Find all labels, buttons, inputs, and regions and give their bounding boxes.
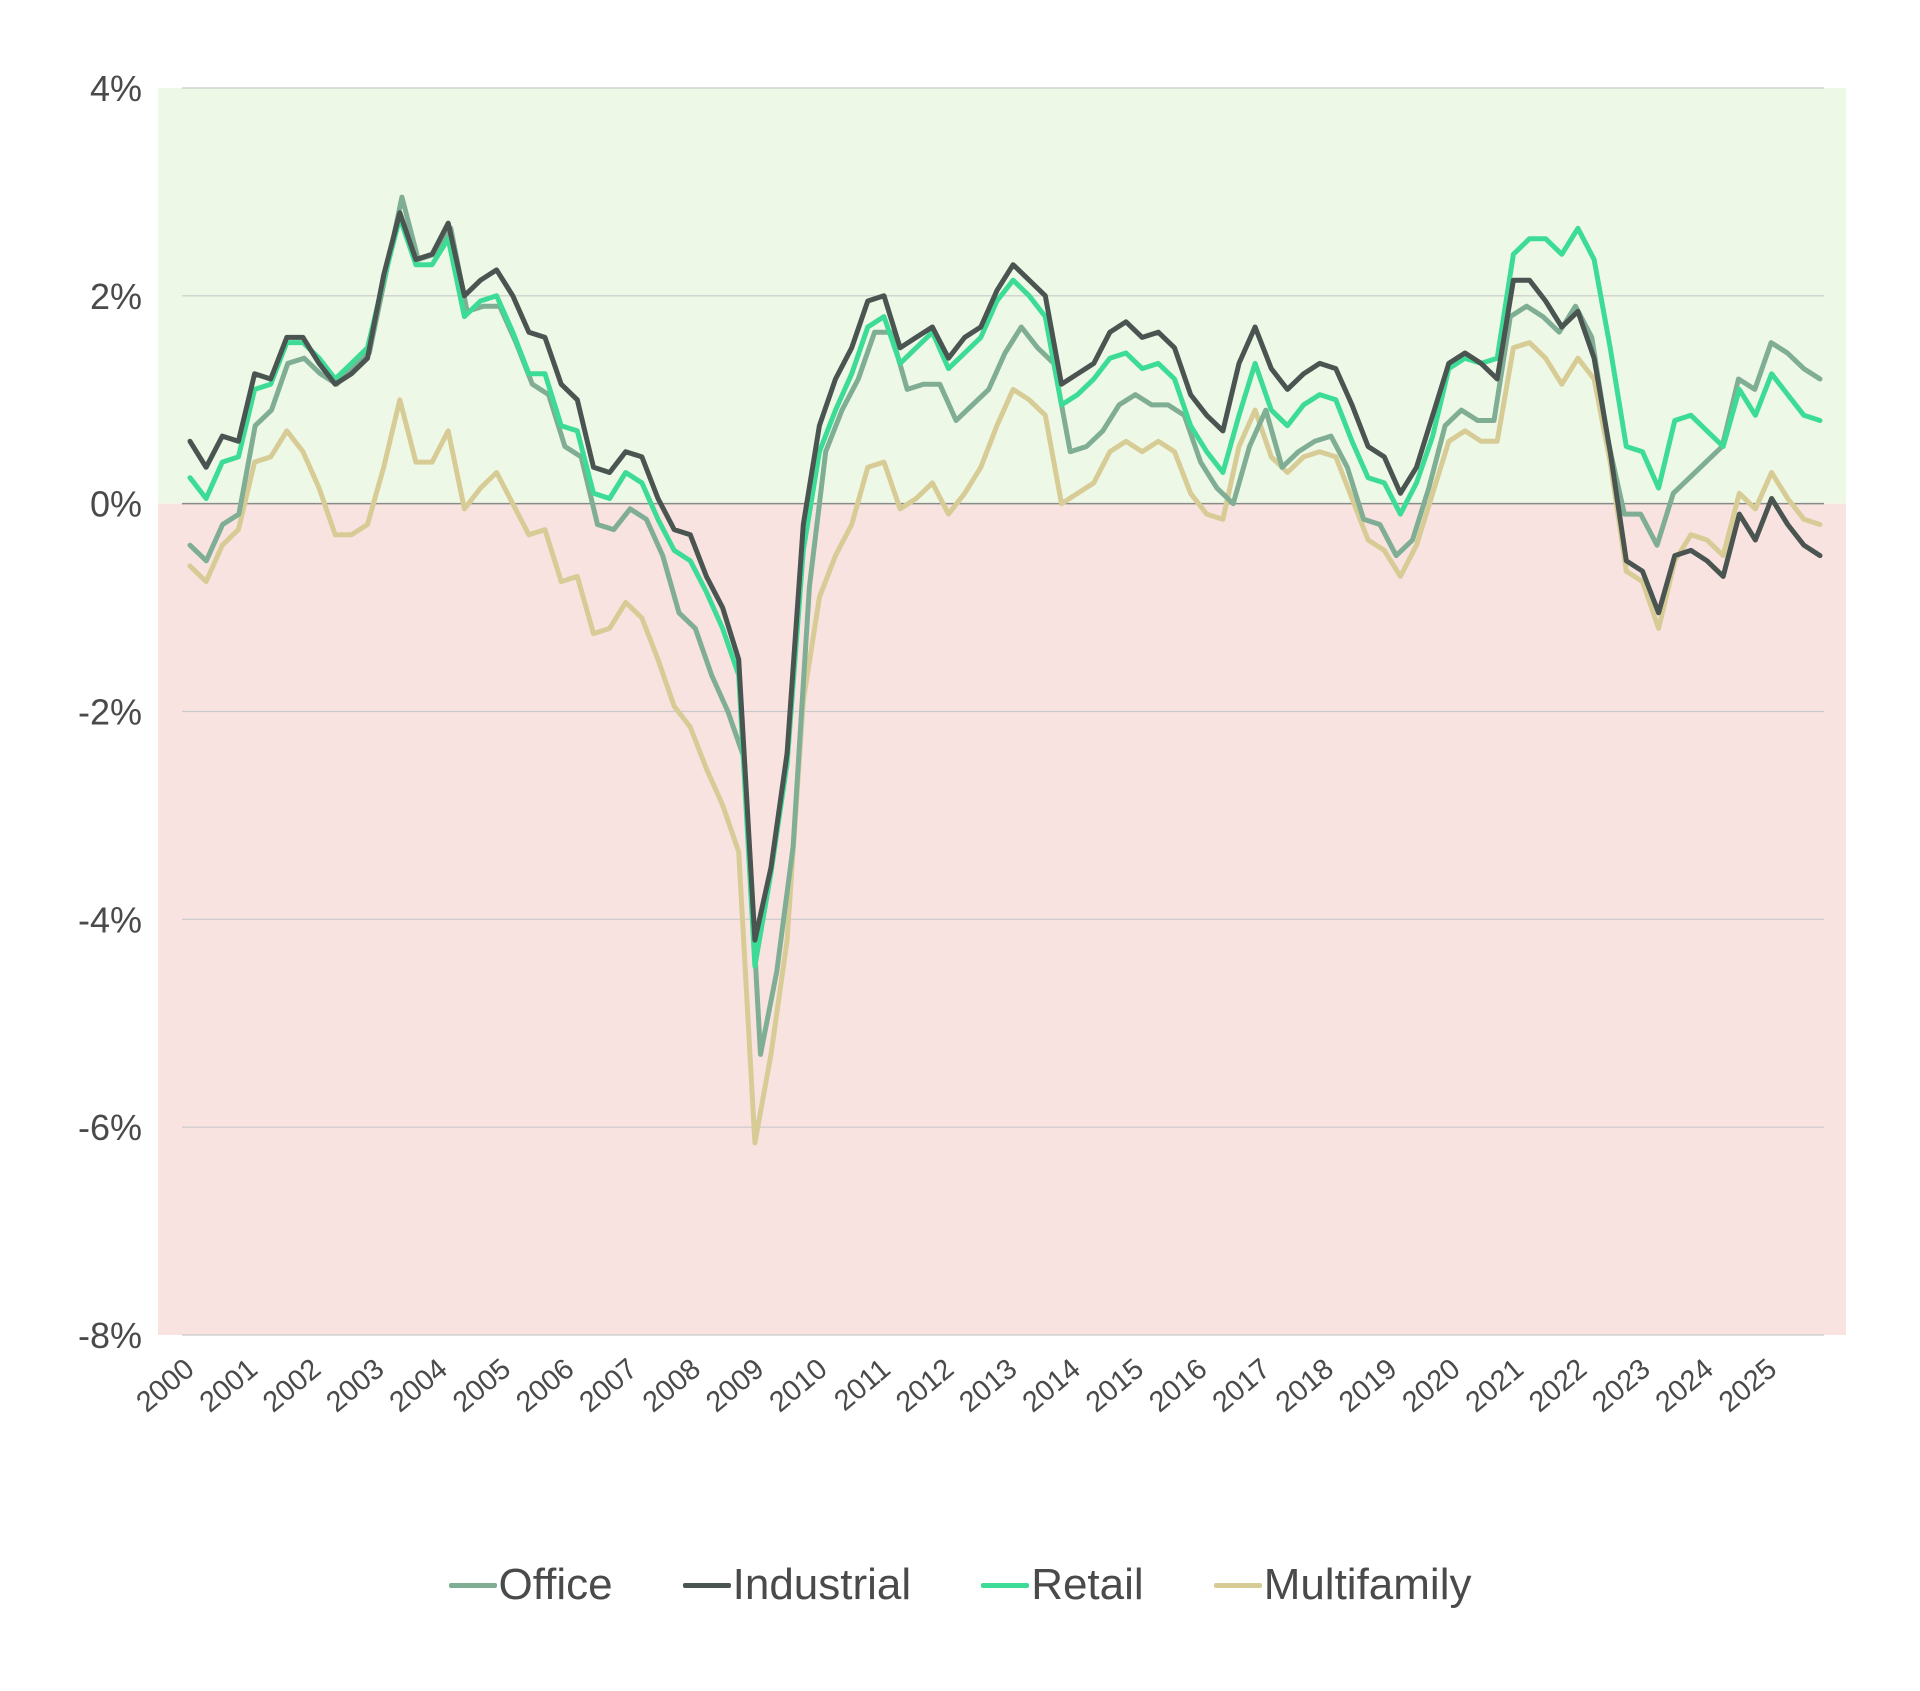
x-tick-label: 2017 xyxy=(1207,1353,1277,1419)
y-tick-label: -6% xyxy=(78,1107,142,1148)
x-tick-label: 2004 xyxy=(384,1353,454,1419)
x-tick-label: 2022 xyxy=(1523,1353,1593,1419)
series-line-industrial xyxy=(187,210,1823,943)
x-tick-label: 2011 xyxy=(828,1353,896,1418)
legend-label: Industrial xyxy=(732,1560,912,1609)
y-tick-label: 4% xyxy=(90,68,142,109)
y-tick-label: 2% xyxy=(90,276,142,317)
x-tick-label: 2014 xyxy=(1017,1353,1087,1419)
x-tick-label: 2012 xyxy=(890,1353,960,1419)
x-tick-label: 2018 xyxy=(1270,1353,1340,1419)
series-lines xyxy=(187,194,1823,1146)
series-line-retail xyxy=(187,215,1823,969)
x-tick-label: 2006 xyxy=(510,1353,580,1419)
legend-item-industrial: Industrial xyxy=(682,1560,912,1610)
y-axis-tick-labels: 4% 2% 0% -2% -4% -6% -8% xyxy=(78,68,142,1356)
x-axis-tick-labels: 2000200120022003200420052006200720082009… xyxy=(131,1353,1784,1419)
x-tick-label: 2002 xyxy=(257,1353,327,1419)
legend-label: Retail xyxy=(1031,1560,1144,1609)
x-tick-label: 2025 xyxy=(1713,1353,1783,1419)
x-tick-label: 2003 xyxy=(320,1353,390,1419)
x-tick-label: 2007 xyxy=(574,1353,644,1419)
legend: Office Industrial Retail Multifamily xyxy=(0,1545,1920,1625)
legend-swatch xyxy=(981,1582,1030,1588)
x-tick-label: 2021 xyxy=(1460,1353,1530,1419)
legend-label: Multifamily xyxy=(1263,1560,1472,1609)
x-tick-label: 2024 xyxy=(1650,1353,1720,1419)
x-tick-label: 2009 xyxy=(700,1353,770,1419)
legend-swatch xyxy=(682,1582,731,1588)
x-tick-label: 2013 xyxy=(953,1353,1023,1419)
series-line-multifamily xyxy=(187,340,1823,1146)
gridlines xyxy=(182,87,1824,1336)
legend-item-retail: Retail xyxy=(981,1560,1144,1610)
x-tick-label: 2015 xyxy=(1080,1353,1150,1419)
legend-label: Office xyxy=(498,1560,613,1609)
x-tick-label: 2019 xyxy=(1333,1353,1403,1419)
x-tick-label: 2000 xyxy=(131,1353,201,1419)
x-tick-label: 2023 xyxy=(1586,1353,1656,1419)
x-tick-label: 2010 xyxy=(764,1353,834,1419)
x-tick-label: 2020 xyxy=(1397,1353,1467,1419)
legend-item-office: Office xyxy=(448,1560,613,1610)
x-tick-label: 2008 xyxy=(637,1353,707,1419)
y-tick-label: -2% xyxy=(78,692,142,733)
x-tick-label: 2005 xyxy=(447,1353,517,1419)
x-tick-label: 2001 xyxy=(194,1353,264,1419)
x-tick-label: 2016 xyxy=(1143,1353,1213,1419)
y-tick-label: -8% xyxy=(78,1315,142,1356)
y-tick-label: -4% xyxy=(78,899,142,940)
legend-item-multifamily: Multifamily xyxy=(1213,1560,1472,1610)
y-tick-label: 0% xyxy=(90,484,142,525)
legend-swatch xyxy=(448,1582,497,1588)
legend-swatch xyxy=(1213,1582,1262,1588)
